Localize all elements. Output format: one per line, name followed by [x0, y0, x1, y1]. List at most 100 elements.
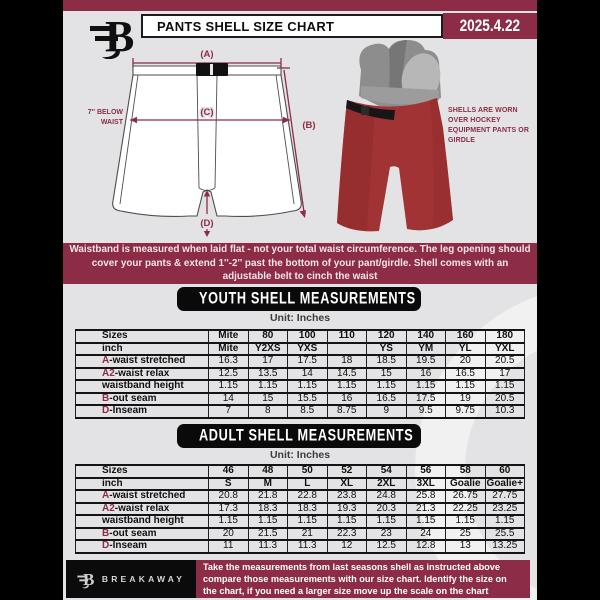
- shorts-seam-lines: [119, 74, 295, 205]
- cell: 1.15: [287, 379, 328, 394]
- cell: 17: [247, 354, 288, 369]
- row-label-prefix: A2: [102, 502, 115, 514]
- cell: 7: [208, 404, 249, 419]
- cell: YL: [445, 341, 486, 356]
- measure-line-c: [130, 116, 290, 124]
- shell-belt: [346, 100, 395, 120]
- cell: 21.8: [247, 489, 288, 504]
- cell: 3XL: [405, 476, 446, 491]
- row-label-prefix: B: [102, 392, 110, 404]
- diagram-label-d: (D): [200, 218, 213, 229]
- cell: 1.15: [247, 514, 288, 529]
- waist-note-line1: 7'' BELOW: [87, 109, 123, 116]
- cell: 23: [366, 526, 407, 541]
- cell: YS: [366, 341, 407, 356]
- row-label: A-waist stretched: [75, 354, 209, 369]
- table-row: A2-waist relax 17.3 18.3 18.3 19.3 20.3 21.3 22…: [75, 501, 525, 516]
- row-label-prefix: A2: [102, 367, 115, 379]
- waist-note-line2: WAIST: [100, 118, 123, 126]
- notice-text: Waistband is measured when laid flat - n…: [69, 244, 531, 283]
- measure-line-d: [203, 190, 211, 237]
- cell: 9: [366, 404, 407, 419]
- cell: 15: [247, 391, 288, 406]
- cell: 22.3: [326, 526, 367, 541]
- cell: S: [208, 476, 249, 491]
- date-badge: 2025.4.22: [443, 13, 537, 39]
- cell: 10.3: [484, 404, 525, 419]
- table-row: A-waist stretched 20.8 21.8 22.8 23.8 24.8 25.…: [75, 489, 525, 504]
- cell: 13.25: [484, 539, 525, 554]
- cell: 110: [326, 329, 367, 344]
- cell: 1.15: [484, 514, 525, 529]
- cell: XL: [326, 476, 367, 491]
- cell: 9.75: [445, 404, 486, 419]
- svg-text:B: B: [105, 12, 134, 59]
- cell: 54: [366, 464, 407, 479]
- row-label: B-out seam: [75, 526, 209, 541]
- cell: 80: [247, 329, 288, 344]
- cell: 8.5: [287, 404, 328, 419]
- cell: 18.3: [287, 501, 328, 516]
- cell: Y2XS: [247, 341, 288, 356]
- cell: 12.5: [366, 539, 407, 554]
- cell: M: [247, 476, 288, 491]
- row-label: D-Inseam: [75, 404, 209, 419]
- diagram-label-c: (C): [200, 107, 213, 118]
- top-accent-strip: [63, 0, 537, 11]
- row-label-prefix: D: [102, 405, 110, 417]
- cell: 17.5: [287, 354, 328, 369]
- cell: 24.8: [366, 489, 407, 504]
- cell: 23.25: [484, 501, 525, 516]
- notice-banner: Waistband is measured when laid flat - n…: [63, 243, 537, 284]
- cell: 11.3: [287, 539, 328, 554]
- cell: 21.5: [247, 526, 288, 541]
- cell: 1.15: [326, 514, 367, 529]
- row-label-prefix: A: [102, 355, 110, 367]
- page-title-text: PANTS SHELL SIZE CHART: [157, 18, 335, 34]
- cell: 1.15: [366, 379, 407, 394]
- cell: 1.15: [208, 514, 249, 529]
- shell-shade-right: [430, 98, 453, 229]
- table-row: waistband height 1.15 1.15 1.15 1.15 1.15 1.15…: [75, 514, 525, 529]
- table-row: D-Inseam 11 11.3 11.3 12 12.5 12.8 13 13.25: [75, 539, 525, 554]
- footer-instructions-text: Take the measurements from last seasons …: [203, 561, 507, 597]
- cell: 2XL: [366, 476, 407, 491]
- adult-banner-text: ADULT SHELL MEASUREMENTS: [198, 426, 414, 445]
- cell: 17.3: [208, 501, 249, 516]
- cell: 14: [208, 391, 249, 406]
- table-row: inch S M L XL 2XL 3XL Goalie Goalie+: [75, 476, 525, 491]
- youth-unit-label: Unit: Inches: [269, 312, 331, 324]
- row-label-prefix: D: [102, 540, 110, 552]
- cell: 11.3: [247, 539, 288, 554]
- size-chart-page: B PANTS SHELL SIZE CHART 2025.4.22: [63, 0, 537, 600]
- cell: 8.75: [326, 404, 367, 419]
- table-row: waistband height 1.15 1.15 1.15 1.15 1.15 1.15…: [75, 379, 525, 394]
- cell: Mite: [208, 329, 249, 344]
- cell: 20: [445, 354, 486, 369]
- cell: YXS: [287, 341, 328, 356]
- cell: [326, 341, 367, 356]
- row-label: A2-waist relax: [75, 501, 209, 516]
- row-label-prefix: A: [102, 490, 110, 502]
- cell: 22.25: [445, 501, 486, 516]
- cell: 12: [326, 539, 367, 554]
- cell: 18.5: [366, 354, 407, 369]
- cell: 25: [445, 526, 486, 541]
- cell: 52: [326, 464, 367, 479]
- adult-unit-label: Unit: Inches: [269, 449, 331, 461]
- cell: 25.8: [405, 489, 446, 504]
- youth-section-banner: YOUTH SHELL MEASUREMENTS: [177, 287, 421, 311]
- cell: 46: [208, 464, 249, 479]
- cell: 22.8: [287, 489, 328, 504]
- cell: 16.3: [208, 354, 249, 369]
- table-row: Sizes Mite 80 100 110 120 140 160 180: [75, 329, 525, 344]
- waist-note: 7'' BELOW WAIST: [71, 108, 123, 127]
- table-row: B-out seam 20 21.5 21 22.3 23 24 25 25.5: [75, 526, 525, 541]
- table-row: Sizes 46 48 50 52 54 56 58 60: [75, 464, 525, 479]
- cell: 15.5: [287, 391, 328, 406]
- cell: 1.15: [445, 379, 486, 394]
- cell: 14.5: [326, 366, 367, 381]
- cell: 25.5: [484, 526, 525, 541]
- cell: 20.8: [208, 489, 249, 504]
- cell: 12.8: [405, 539, 446, 554]
